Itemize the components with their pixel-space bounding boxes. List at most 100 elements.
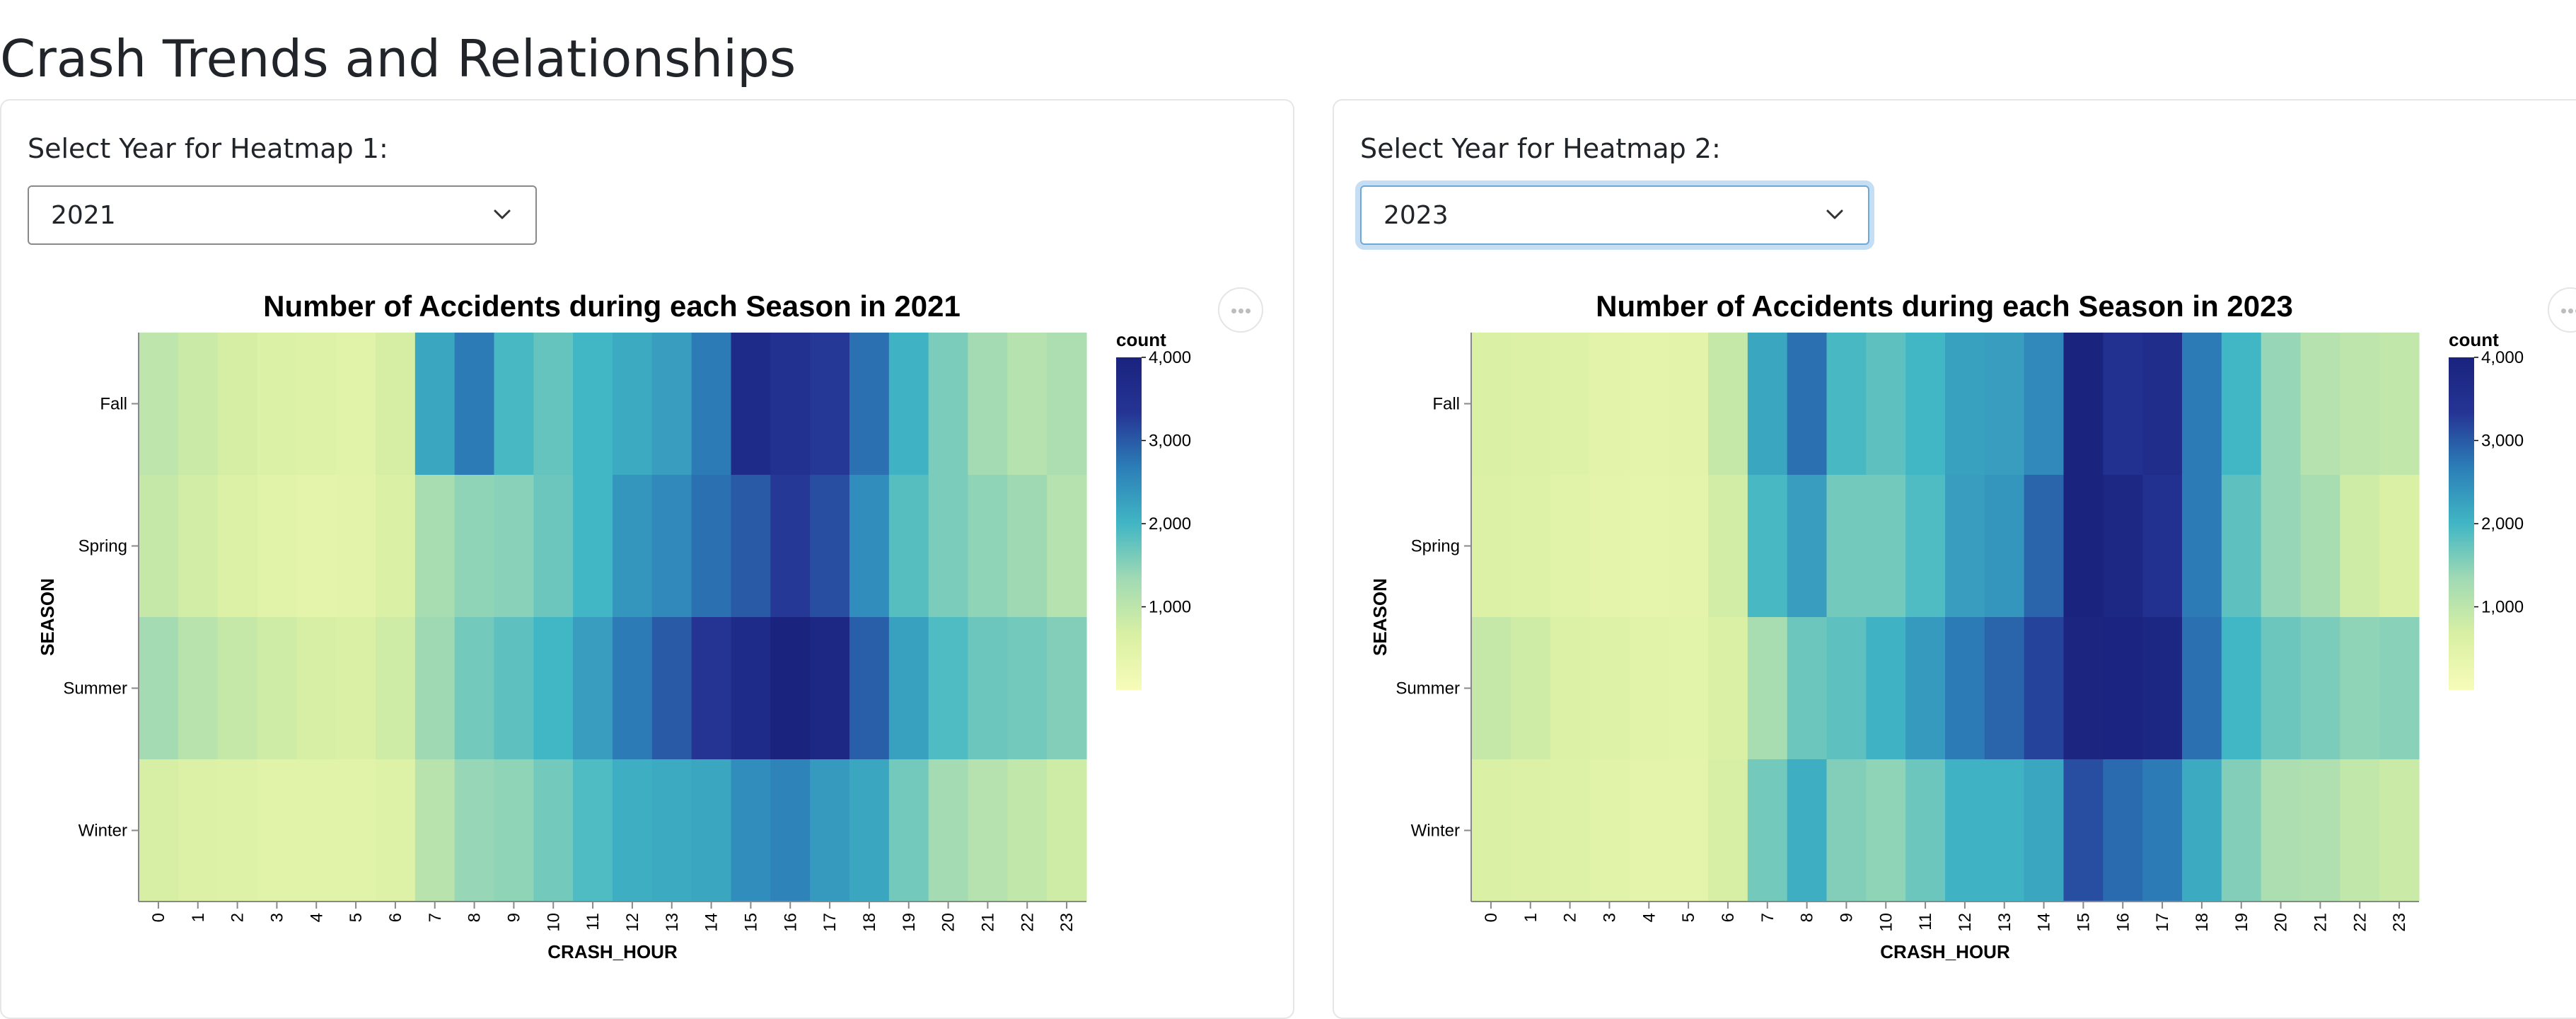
x-tick-label: 21 [2311, 913, 2330, 932]
legend-title: count [2449, 329, 2499, 350]
heatmap-cell [1550, 475, 1591, 618]
heatmap-cell [2182, 617, 2222, 760]
heatmap-cell [2221, 333, 2262, 476]
more-horizontal-icon [1231, 309, 1236, 313]
heatmap-cell [178, 759, 219, 902]
heatmap-cell [1905, 333, 1946, 476]
x-tick-label: 3 [1600, 913, 1619, 922]
heatmap-cell [613, 759, 653, 902]
x-tick-label: 13 [1995, 913, 2014, 932]
heatmap-cell [928, 617, 969, 760]
heatmap-cell [2063, 475, 2104, 618]
x-tick-label: 18 [2193, 913, 2212, 932]
x-tick-label: 9 [504, 913, 523, 922]
legend-tick-label: 2,000 [1149, 514, 1191, 534]
x-axis-title: CRASH_HOUR [547, 941, 678, 962]
heatmap-cell [613, 333, 653, 476]
heatmap-cell [494, 759, 534, 902]
x-tick-label: 11 [584, 913, 603, 931]
heatmap-cell [1905, 617, 1946, 760]
heatmap-cell [1905, 759, 1946, 902]
heatmap-cell [651, 617, 692, 760]
heatmap-cell [1629, 617, 1669, 760]
heatmap-cell [217, 333, 258, 476]
heatmap-cell [1708, 617, 1748, 760]
heatmap-cell [849, 617, 890, 760]
heatmap-cells [139, 333, 1087, 902]
heatmap-cell [968, 759, 1008, 902]
heatmap-cell [2142, 759, 2183, 902]
chart-title: Number of Accidents during each Season i… [1596, 289, 2293, 323]
heatmap-cell [454, 475, 495, 618]
heatmap-cell [2221, 475, 2262, 618]
heatmap-cell [1047, 759, 1087, 902]
heatmap-cell [1826, 475, 1867, 618]
x-axis-title: CRASH_HOUR [1880, 941, 2010, 962]
heatmap-cell [1589, 475, 1630, 618]
heatmap-cell [1826, 617, 1867, 760]
heatmap-cell [1984, 759, 2025, 902]
heatmap-cell [691, 759, 732, 902]
x-tick-label: 19 [2232, 913, 2251, 932]
y-axis-title: SEASON [1369, 578, 1391, 656]
heatmap-cell [1510, 759, 1551, 902]
heatmap-cell [1629, 759, 1669, 902]
heatmap-cell [1047, 475, 1087, 618]
heatmap-cell [691, 475, 732, 618]
heatmap-cell [1866, 475, 1906, 618]
heatmap-cell [731, 759, 771, 902]
legend-tick-label: 3,000 [1149, 432, 1191, 451]
heatmap-cell [1007, 617, 1048, 760]
heatmap-cell [770, 333, 811, 476]
heatmap-cell [1510, 475, 1551, 618]
heatmap-cell [376, 475, 416, 618]
heatmap-cell [2024, 759, 2065, 902]
heatmap-cell [1787, 333, 1828, 476]
year-select-value-1: 2021 [51, 201, 116, 230]
heatmap-cell [2024, 475, 2065, 618]
heatmap-cell [2221, 617, 2262, 760]
heatmap-cell [376, 617, 416, 760]
heatmap-cell [770, 475, 811, 618]
heatmap-cell [613, 617, 653, 760]
heatmap-cell [573, 759, 613, 902]
heatmap-cell [573, 475, 613, 618]
heatmap-cell [1826, 333, 1867, 476]
year-select-1[interactable]: 2021 [28, 185, 537, 245]
x-tick-label: 17 [2153, 913, 2172, 932]
heatmap-cell [1787, 759, 1828, 902]
heatmap-cell [1550, 617, 1591, 760]
heatmap-cell [1589, 333, 1630, 476]
heatmap-cell [731, 333, 771, 476]
x-tick-label: 13 [663, 913, 682, 932]
heatmap-cell [1945, 475, 1985, 618]
heatmap-cell [296, 759, 337, 902]
heatmap-chart-1: Number of Accidents during each Season i… [37, 289, 1191, 962]
heatmap-cell [691, 333, 732, 476]
heatmap-cell [139, 617, 179, 760]
more-dot [1238, 309, 1243, 313]
heatmap-cell [651, 759, 692, 902]
x-tick-label: 11 [1916, 913, 1935, 931]
legend-tick-label: 4,000 [2481, 348, 2524, 367]
heatmap-cell [257, 475, 297, 618]
heatmap-cell [376, 333, 416, 476]
heatmap-cell [2379, 759, 2420, 902]
x-tick-label: 2 [1561, 913, 1580, 922]
year-select-2[interactable]: 2023 [1360, 185, 1869, 245]
year-select-label-2: Select Year for Heatmap 2: [1360, 133, 1721, 164]
y-tick-label: Summer [63, 679, 127, 698]
more-dot [1246, 309, 1251, 313]
heatmap-cell [336, 333, 376, 476]
x-tick-label: 8 [465, 913, 485, 922]
heatmap-cell [1708, 475, 1748, 618]
heatmap-cell [217, 759, 258, 902]
heatmap-cell [533, 333, 574, 476]
y-axis-title: SEASON [37, 578, 58, 656]
heatmap-cell [810, 617, 850, 760]
heatmap-cell [533, 759, 574, 902]
heatmap-cell [1629, 475, 1669, 618]
x-tick-label: 18 [860, 913, 879, 932]
chart-actions-button-1[interactable] [1218, 287, 1263, 333]
page-title: Crash Trends and Relationships [0, 29, 796, 88]
